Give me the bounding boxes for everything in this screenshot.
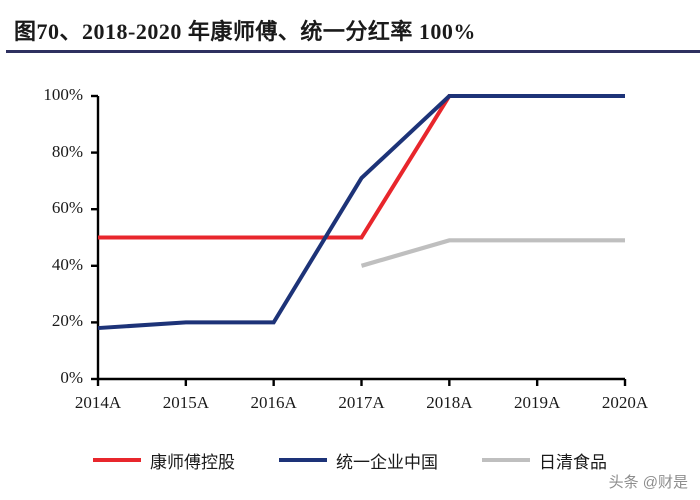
y-axis-tick-100pct: 100% (43, 85, 83, 104)
legend-item-2[interactable]: 统一企业中国 (279, 448, 438, 473)
legend-item-1[interactable]: 康师傅控股 (93, 448, 235, 473)
watermark-label: 头条 @财是 (608, 474, 688, 491)
x-axis-tick-2018A: 2018A (426, 393, 473, 412)
legend-swatch-1 (93, 458, 141, 462)
legend-label-1: 康师傅控股 (150, 452, 235, 472)
title-block: 图70、2018-2020 年康师傅、统一分红率 100% (0, 0, 700, 53)
x-axis-tick-2016A: 2016A (250, 393, 297, 412)
x-axis-tick-2020A: 2020A (601, 393, 649, 412)
page-title: 图70、2018-2020 年康师傅、统一分红率 100% (14, 19, 476, 44)
x-axis-tick-2015A: 2015A (162, 393, 209, 412)
y-axis-tick-80pct: 80% (51, 141, 83, 161)
y-axis-tick-60pct: 60% (51, 198, 83, 218)
y-axis-tick-0pct: 0% (60, 368, 83, 387)
legend-item-3[interactable]: 日清食品 (482, 448, 607, 473)
title-divider (6, 50, 700, 53)
chart-container: 0% 20% 40% 60% 80% 100% 2014A 2015A 2016A 2017A 2… (0, 53, 700, 500)
legend-label-2: 统一企业中国 (336, 452, 438, 472)
x-axis-tick-2019A: 2019A (514, 393, 561, 412)
line-chart-plot (91, 94, 627, 386)
legend-label-3: 日清食品 (539, 452, 607, 472)
x-axis-tick-2014A: 2014A (74, 393, 122, 412)
chart-legend: 康师傅控股 统一企业中国 日清食品 (0, 443, 700, 477)
legend-swatch-3 (482, 458, 530, 462)
legend-swatch-2 (279, 458, 327, 462)
series-line-1 (98, 94, 625, 240)
y-axis-tick-40pct: 40% (51, 254, 83, 274)
y-axis-tick-20pct: 20% (51, 311, 83, 331)
series-line-2 (97, 94, 625, 331)
series-line-3 (360, 238, 625, 268)
x-axis-tick-2017A: 2017A (338, 393, 385, 412)
